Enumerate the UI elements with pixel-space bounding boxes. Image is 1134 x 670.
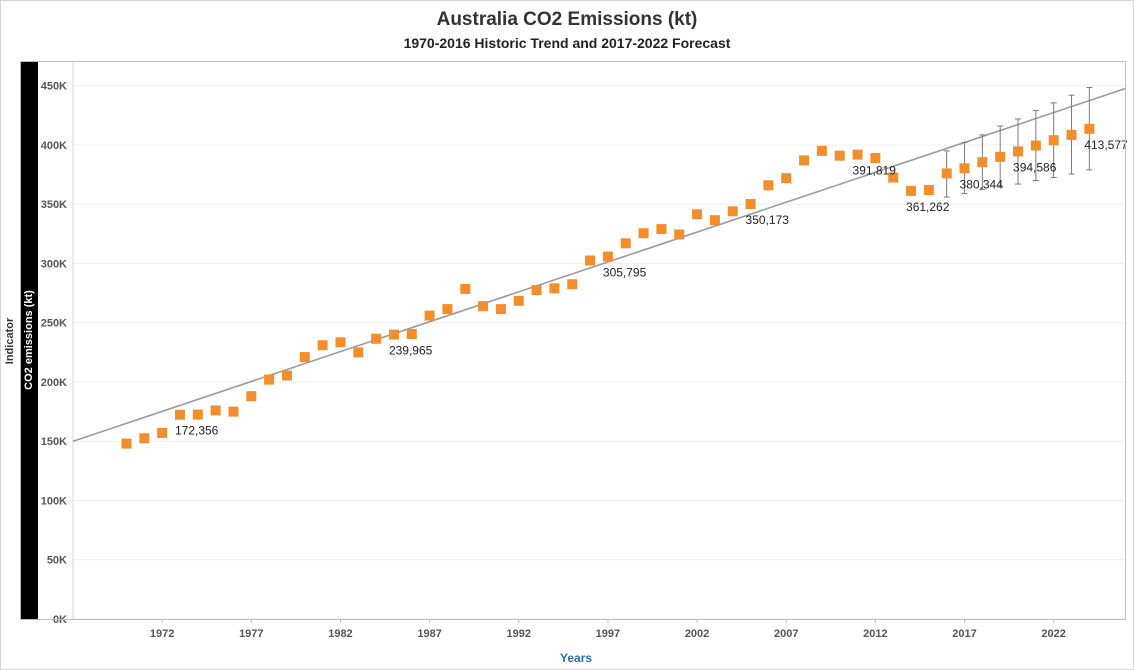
- x-tick-label: 2012: [863, 628, 887, 640]
- data-label: 350,173: [746, 213, 790, 227]
- forecast-point: [1048, 135, 1059, 146]
- data-point: [602, 251, 613, 262]
- data-point: [317, 340, 328, 351]
- data-point: [923, 184, 934, 195]
- y-axis-title-band: CO2 emissions (kt): [20, 62, 38, 619]
- data-point: [585, 255, 596, 266]
- data-point: [460, 283, 471, 294]
- data-label: 380,344: [960, 177, 1004, 191]
- x-tick-label: 2022: [1041, 628, 1065, 640]
- y-tick-label: 250K: [41, 318, 67, 330]
- data-point: [852, 149, 863, 160]
- x-axis-title: Years: [560, 651, 593, 665]
- data-point: [549, 283, 560, 294]
- x-tick-label: 1997: [596, 628, 620, 640]
- data-point: [228, 406, 239, 417]
- data-point: [781, 173, 792, 184]
- data-point: [442, 304, 453, 315]
- x-tick-label: 1977: [239, 628, 263, 640]
- data-point: [620, 238, 631, 249]
- data-point: [281, 370, 292, 381]
- data-label: 361,262: [906, 200, 950, 214]
- y-tick-label: 150K: [41, 436, 67, 448]
- chart-subtitle: 1970-2016 Historic Trend and 2017-2022 F…: [403, 35, 731, 51]
- data-point: [531, 285, 542, 296]
- forecast-point: [1066, 129, 1077, 140]
- data-point: [424, 310, 435, 321]
- y-tick-label: 350K: [41, 199, 67, 211]
- y-tick-label: 50K: [47, 555, 67, 567]
- y-tick-label: 400K: [41, 140, 67, 152]
- data-points: [121, 123, 1095, 449]
- data-point: [674, 229, 685, 240]
- forecast-point: [995, 151, 1006, 162]
- data-point: [745, 199, 756, 210]
- forecast-point: [959, 163, 970, 174]
- forecast-point: [1013, 146, 1024, 157]
- x-tick-label: 2017: [952, 628, 976, 640]
- x-tick-label: 2007: [774, 628, 798, 640]
- data-point: [692, 209, 703, 220]
- data-point: [567, 279, 578, 290]
- x-tick-label: 1992: [507, 628, 531, 640]
- data-point: [906, 185, 917, 196]
- data-label: 394,586: [1013, 160, 1057, 174]
- y-tick-label: 450K: [41, 81, 67, 93]
- data-point: [299, 352, 310, 363]
- data-point: [246, 391, 257, 402]
- trend-line: [72, 87, 1126, 442]
- forecast-point: [977, 157, 988, 168]
- y-tick-labels: 0K 50K 100K 150K 200K 250K 300K 350K 400K 450K: [41, 81, 67, 626]
- x-tick-label: 2002: [685, 628, 709, 640]
- data-point: [478, 301, 489, 312]
- data-point: [941, 168, 952, 179]
- data-point: [371, 333, 382, 344]
- data-point: [174, 409, 185, 420]
- data-point: [335, 337, 346, 348]
- forecast-point: [1084, 123, 1095, 134]
- x-tick-label: 1987: [417, 628, 441, 640]
- data-point: [638, 228, 649, 239]
- data-point: [495, 304, 506, 315]
- data-label: 239,965: [389, 344, 433, 358]
- data-point: [888, 172, 899, 183]
- data-point: [727, 206, 738, 217]
- data-point: [763, 180, 774, 191]
- data-point: [513, 295, 524, 306]
- data-label: 305,795: [603, 266, 647, 280]
- y-tick-label: 100K: [41, 495, 67, 507]
- data-point: [388, 329, 399, 340]
- data-point: [656, 224, 667, 235]
- data-point: [264, 374, 275, 385]
- data-labels: 172,356 239,965 305,795 350,173 391,819 361,2…: [175, 138, 1128, 438]
- data-point: [210, 405, 221, 416]
- forecast-point: [1030, 140, 1041, 151]
- x-tick-label: 1982: [328, 628, 352, 640]
- data-point: [192, 409, 203, 420]
- chart-title: Australia CO2 Emissions (kt): [436, 9, 698, 30]
- data-point: [816, 145, 827, 156]
- gridlines: [72, 62, 1125, 620]
- y-tick-label: 0K: [53, 614, 67, 626]
- data-point: [121, 438, 132, 449]
- data-point: [353, 347, 364, 358]
- data-point: [799, 155, 810, 166]
- data-point: [139, 433, 150, 444]
- x-tick-label: 1972: [150, 628, 174, 640]
- y-tick-label: 300K: [41, 258, 67, 270]
- data-point: [709, 215, 720, 226]
- y-tick-label: 200K: [41, 377, 67, 389]
- data-point: [406, 328, 417, 339]
- data-label: 413,577: [1084, 138, 1128, 152]
- data-point: [870, 152, 881, 163]
- data-point: [834, 150, 845, 161]
- trend-line-group: [72, 87, 1126, 442]
- data-point: [157, 427, 168, 438]
- x-tick-labels: 1972 1977 1982 1987 1992 1997 2002 2007 2012 2017…: [150, 619, 1066, 640]
- data-label: 391,819: [853, 164, 897, 178]
- data-label: 172,356: [175, 424, 219, 438]
